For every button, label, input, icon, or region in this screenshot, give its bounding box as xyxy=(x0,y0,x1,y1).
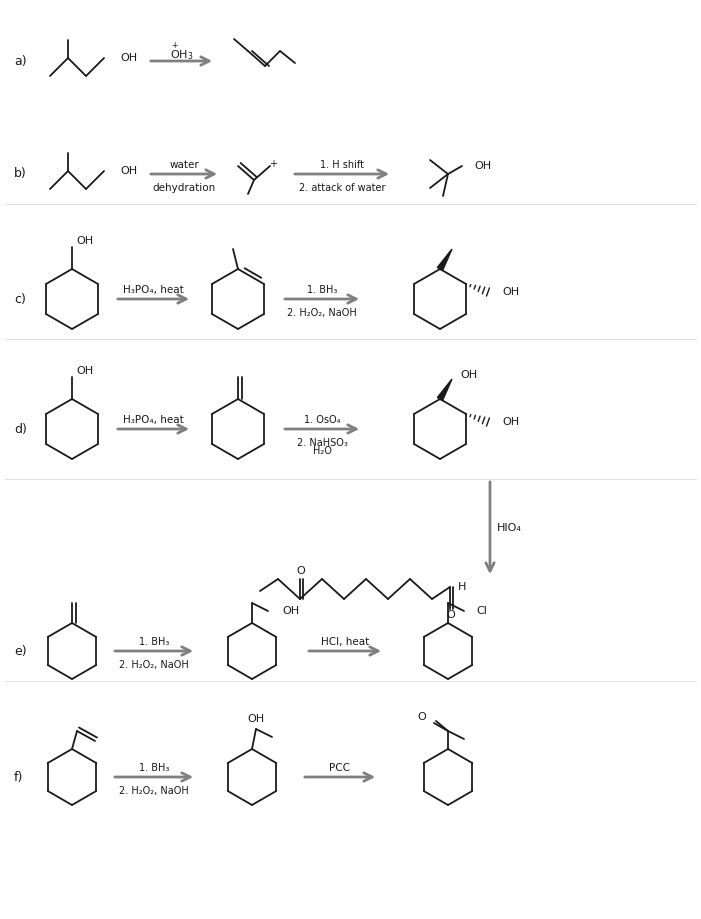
Text: 1. OsO₄: 1. OsO₄ xyxy=(304,415,340,425)
Text: d): d) xyxy=(14,423,27,436)
Text: 1. BH₃: 1. BH₃ xyxy=(139,763,169,773)
Text: Cl: Cl xyxy=(476,606,487,616)
Text: 1. BH₃: 1. BH₃ xyxy=(307,285,337,295)
Text: $\mathregular{\overset{+}{O}H_3}$: $\mathregular{\overset{+}{O}H_3}$ xyxy=(170,40,193,63)
Text: 2. H₂O₂, NaOH: 2. H₂O₂, NaOH xyxy=(119,786,189,796)
Text: PCC: PCC xyxy=(329,763,350,773)
Polygon shape xyxy=(437,379,452,401)
Text: OH: OH xyxy=(120,166,137,176)
Text: H₃PO₄, heat: H₃PO₄, heat xyxy=(123,285,184,295)
Text: a): a) xyxy=(14,54,27,67)
Polygon shape xyxy=(437,249,452,270)
Text: f): f) xyxy=(14,770,23,784)
Text: OH: OH xyxy=(282,606,299,616)
Text: O: O xyxy=(297,566,306,576)
Text: HIO₄: HIO₄ xyxy=(497,523,522,533)
Text: +: + xyxy=(269,159,277,169)
Text: O: O xyxy=(447,610,456,620)
Text: H: H xyxy=(458,582,466,592)
Text: OH: OH xyxy=(247,714,264,724)
Text: 2. H₂O₂, NaOH: 2. H₂O₂, NaOH xyxy=(119,660,189,670)
Text: H₃PO₄, heat: H₃PO₄, heat xyxy=(123,415,184,425)
Text: 2. H₂O₂, NaOH: 2. H₂O₂, NaOH xyxy=(287,308,357,318)
Text: OH: OH xyxy=(76,366,93,376)
Text: 2. NaHSO₃: 2. NaHSO₃ xyxy=(297,438,348,448)
Text: OH: OH xyxy=(502,417,519,427)
Text: 1. BH₃: 1. BH₃ xyxy=(139,637,169,647)
Text: H₂O: H₂O xyxy=(313,446,332,456)
Text: b): b) xyxy=(14,167,27,180)
Text: OH: OH xyxy=(502,287,519,297)
Text: 2. attack of water: 2. attack of water xyxy=(299,183,386,193)
Text: c): c) xyxy=(14,292,26,305)
Text: OH: OH xyxy=(460,370,477,380)
Text: OH: OH xyxy=(76,236,93,246)
Text: HCl, heat: HCl, heat xyxy=(321,637,369,647)
Text: 1. H shift: 1. H shift xyxy=(320,160,364,170)
Text: O: O xyxy=(417,712,426,722)
Text: water: water xyxy=(169,160,199,170)
Text: dehydration: dehydration xyxy=(152,183,216,193)
Text: OH: OH xyxy=(120,53,137,63)
Text: e): e) xyxy=(14,644,27,657)
Text: OH: OH xyxy=(474,161,491,171)
